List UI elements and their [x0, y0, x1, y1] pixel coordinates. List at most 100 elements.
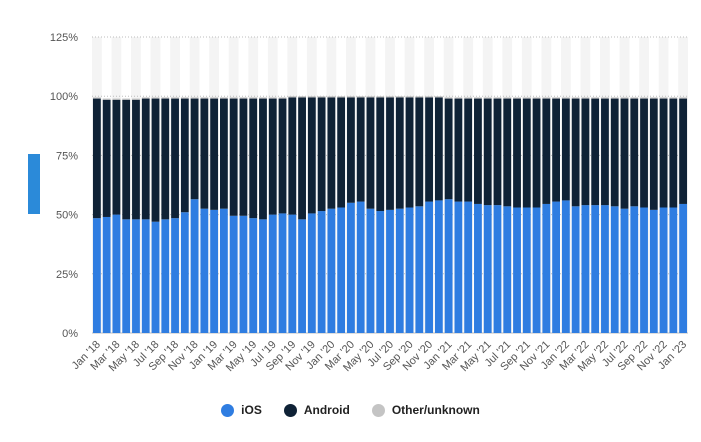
bar-other[interactable] [591, 97, 600, 99]
bar-android[interactable] [219, 98, 228, 209]
bar-ios[interactable] [513, 207, 521, 333]
bar-other[interactable] [620, 97, 629, 99]
bar-ios[interactable] [366, 208, 375, 333]
bar-other[interactable] [337, 96, 346, 98]
bar-ios[interactable] [640, 207, 648, 333]
bar-ios[interactable] [493, 205, 502, 333]
bar-other[interactable] [347, 96, 355, 98]
bar-other[interactable] [669, 97, 678, 99]
bar-android[interactable] [151, 98, 160, 222]
bar-android[interactable] [454, 98, 463, 202]
bar-android[interactable] [601, 98, 609, 206]
bar-android[interactable] [630, 98, 639, 207]
bar-other[interactable] [200, 97, 209, 99]
bar-other[interactable] [327, 96, 336, 98]
bar-ios[interactable] [317, 211, 326, 333]
bar-other[interactable] [561, 97, 570, 99]
bar-ios[interactable] [591, 205, 600, 333]
bar-android[interactable] [200, 98, 209, 209]
bar-android[interactable] [649, 98, 658, 210]
bar-ios[interactable] [337, 207, 346, 333]
bar-other[interactable] [571, 97, 580, 99]
bar-android[interactable] [669, 98, 678, 208]
bar-android[interactable] [132, 99, 140, 220]
bar-other[interactable] [522, 97, 531, 99]
bar-other[interactable] [640, 97, 648, 99]
bar-other[interactable] [288, 96, 297, 98]
bar-ios[interactable] [386, 209, 394, 333]
bar-ios[interactable] [571, 206, 580, 333]
bar-other[interactable] [483, 97, 492, 99]
bar-android[interactable] [317, 97, 326, 212]
bar-ios[interactable] [405, 207, 414, 333]
bar-android[interactable] [92, 98, 101, 219]
bar-other[interactable] [229, 97, 238, 99]
bar-ios[interactable] [464, 201, 473, 333]
bar-ios[interactable] [278, 213, 287, 333]
bar-android[interactable] [503, 98, 512, 207]
bar-android[interactable] [620, 98, 629, 209]
bar-ios[interactable] [268, 214, 277, 333]
bar-ios[interactable] [649, 209, 658, 333]
bar-other[interactable] [376, 96, 385, 98]
bar-android[interactable] [552, 98, 561, 202]
bar-android[interactable] [610, 98, 619, 207]
bar-android[interactable] [581, 98, 590, 206]
bar-other[interactable] [425, 96, 433, 98]
bar-other[interactable] [679, 97, 688, 99]
bar-other[interactable] [210, 97, 219, 99]
bar-android[interactable] [239, 98, 248, 216]
bar-android[interactable] [434, 97, 443, 201]
bar-other[interactable] [171, 97, 179, 99]
bar-ios[interactable] [92, 218, 101, 333]
bar-ios[interactable] [542, 203, 551, 333]
bar-other[interactable] [219, 97, 228, 99]
bar-android[interactable] [659, 98, 668, 208]
bar-ios[interactable] [200, 208, 209, 333]
bar-ios[interactable] [347, 202, 355, 333]
bar-android[interactable] [405, 97, 414, 208]
bar-ios[interactable] [503, 206, 512, 333]
bar-other[interactable] [552, 97, 561, 99]
bar-other[interactable] [268, 97, 277, 99]
bar-ios[interactable] [610, 206, 619, 333]
bar-android[interactable] [229, 98, 238, 216]
bar-ios[interactable] [474, 203, 482, 333]
bar-android[interactable] [298, 97, 306, 220]
bar-ios[interactable] [180, 212, 189, 333]
bar-ios[interactable] [679, 203, 688, 333]
bar-other[interactable] [92, 97, 101, 99]
bar-android[interactable] [386, 97, 394, 210]
bar-android[interactable] [307, 97, 316, 214]
bar-ios[interactable] [630, 206, 639, 333]
bar-other[interactable] [151, 97, 160, 99]
bar-ios[interactable] [659, 207, 668, 333]
bar-other[interactable] [161, 97, 170, 99]
bar-android[interactable] [161, 98, 170, 220]
bar-other[interactable] [141, 97, 150, 99]
bar-android[interactable] [112, 99, 121, 215]
bar-ios[interactable] [112, 214, 121, 333]
bar-ios[interactable] [356, 201, 365, 333]
bar-other[interactable] [630, 97, 639, 99]
legend-item-ios[interactable]: iOS [221, 403, 262, 417]
bar-ios[interactable] [444, 199, 453, 333]
bar-other[interactable] [122, 98, 131, 100]
bar-ios[interactable] [620, 208, 629, 333]
bar-ios[interactable] [601, 205, 609, 333]
bar-other[interactable] [112, 98, 121, 100]
bar-ios[interactable] [161, 219, 170, 333]
bar-ios[interactable] [522, 207, 531, 333]
bar-android[interactable] [210, 98, 219, 210]
bar-other[interactable] [356, 96, 365, 98]
bar-ios[interactable] [171, 218, 179, 333]
bar-ios[interactable] [307, 213, 316, 333]
bar-android[interactable] [122, 99, 131, 220]
bar-other[interactable] [474, 97, 482, 99]
bar-other[interactable] [278, 97, 287, 99]
bar-ios[interactable] [288, 214, 297, 333]
bar-android[interactable] [464, 98, 473, 202]
bar-other[interactable] [542, 97, 551, 99]
bar-android[interactable] [327, 97, 336, 209]
bar-other[interactable] [581, 97, 590, 99]
